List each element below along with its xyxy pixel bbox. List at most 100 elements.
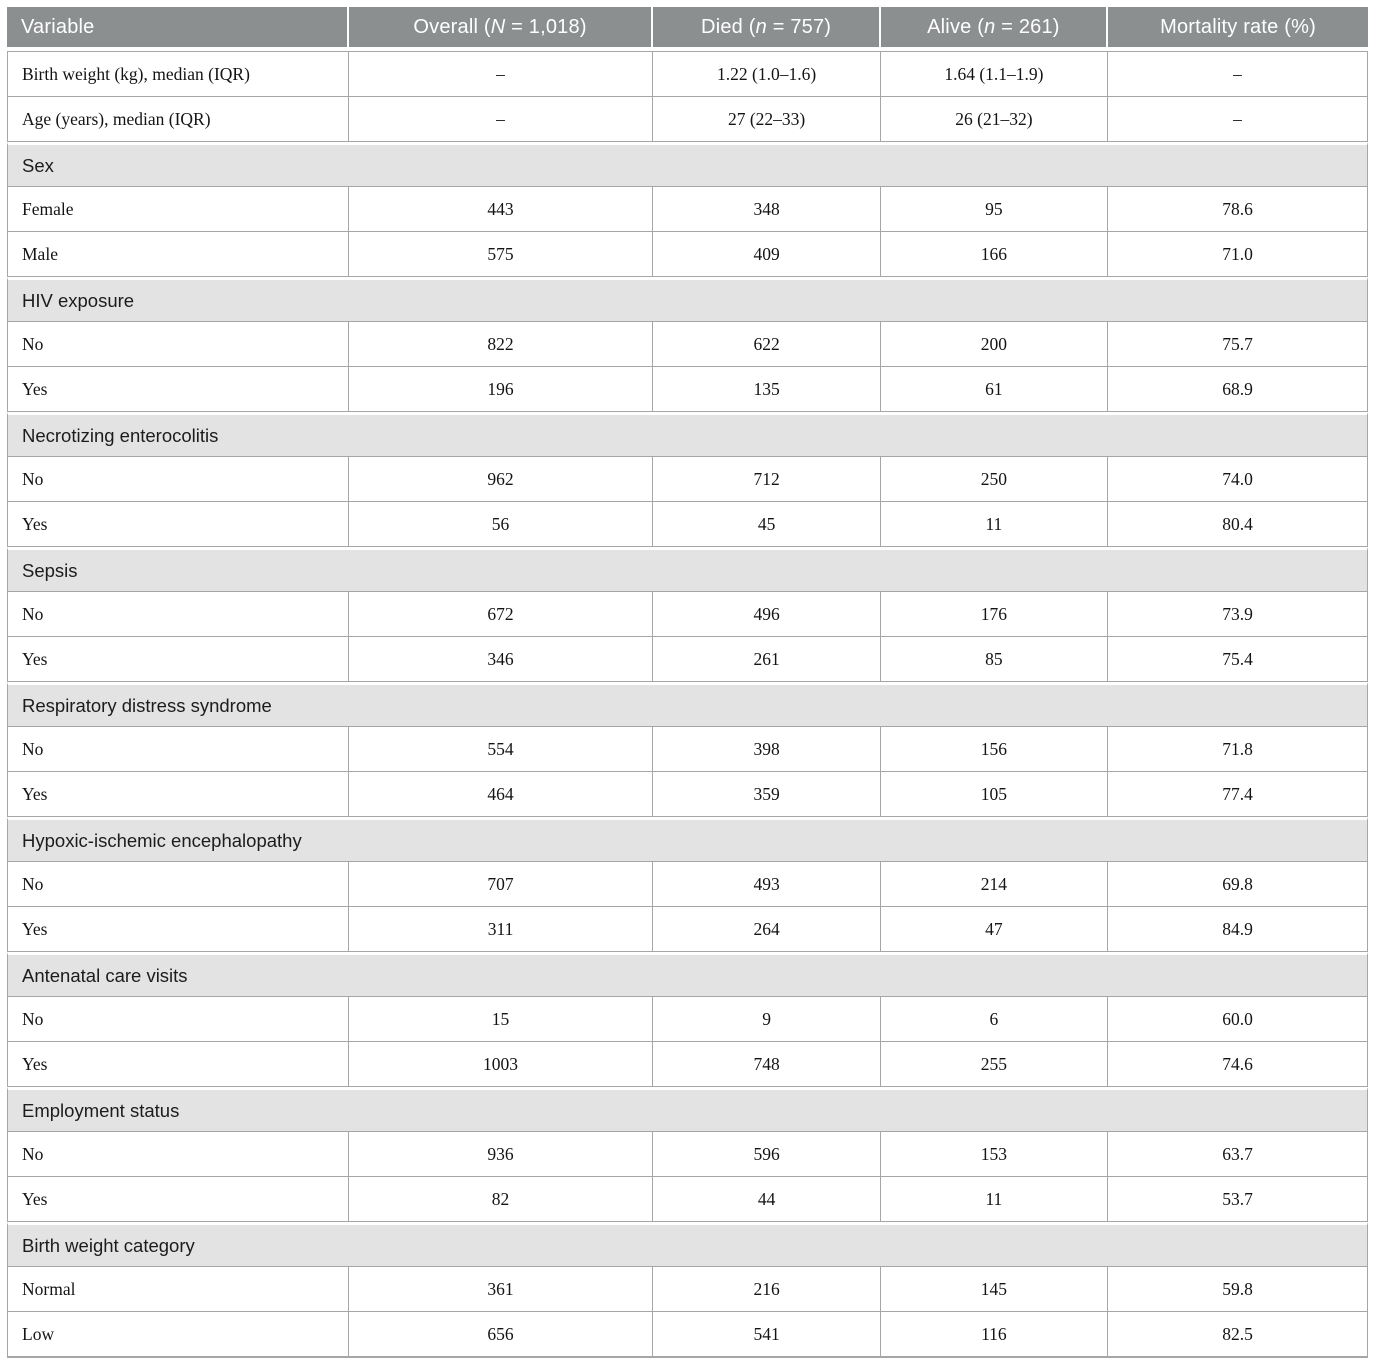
cell-value: 464 xyxy=(348,772,654,817)
cell-value: 82 xyxy=(348,1177,654,1222)
cell-value: – xyxy=(1108,51,1368,97)
cell-value: 145 xyxy=(880,1267,1109,1312)
table-row: Female 443 348 95 78.6 xyxy=(7,187,1368,232)
row-label: No xyxy=(7,322,349,367)
row-label: Low xyxy=(7,1312,349,1358)
cell-value: 261 xyxy=(653,637,881,682)
table-row: No 936 596 153 63.7 xyxy=(7,1132,1368,1177)
table-row: No 962 712 250 74.0 xyxy=(7,457,1368,502)
cell-value: 84.9 xyxy=(1108,907,1368,952)
cell-value: 60.0 xyxy=(1108,997,1368,1042)
table-row: Yes 346 261 85 75.4 xyxy=(7,637,1368,682)
mortality-statistics-table: Variable Overall (N = 1,018) Died (n = 7… xyxy=(7,7,1368,1358)
col-header-died-text: Died ( xyxy=(701,15,756,38)
cell-value: 250 xyxy=(880,457,1109,502)
row-label: Yes xyxy=(7,1042,349,1087)
table-row: No 554 398 156 71.8 xyxy=(7,727,1368,772)
section-row: Sex xyxy=(7,142,1368,187)
row-label: Male xyxy=(7,232,349,277)
cell-value: 493 xyxy=(653,862,881,907)
cell-value: 69.8 xyxy=(1108,862,1368,907)
cell-value: 443 xyxy=(348,187,654,232)
cell-value: 672 xyxy=(348,592,654,637)
cell-value: 63.7 xyxy=(1108,1132,1368,1177)
cell-value: 61 xyxy=(880,367,1109,412)
cell-value: 75.4 xyxy=(1108,637,1368,682)
cell-value: 15 xyxy=(348,997,654,1042)
cell-value: – xyxy=(348,97,654,142)
table-row: No 672 496 176 73.9 xyxy=(7,592,1368,637)
cell-value: 575 xyxy=(348,232,654,277)
table-row: Yes 56 45 11 80.4 xyxy=(7,502,1368,547)
table-row: No 707 493 214 69.8 xyxy=(7,862,1368,907)
cell-value: 346 xyxy=(348,637,654,682)
cell-value: 1.64 (1.1–1.9) xyxy=(880,51,1109,97)
cell-value: 6 xyxy=(880,997,1109,1042)
cell-value: 75.7 xyxy=(1108,322,1368,367)
cell-value: 622 xyxy=(653,322,881,367)
table-row: Yes 82 44 11 53.7 xyxy=(7,1177,1368,1222)
cell-value: 47 xyxy=(880,907,1109,952)
section-row: Hypoxic-ischemic encephalopathy xyxy=(7,817,1368,862)
cell-value: 135 xyxy=(653,367,881,412)
cell-value: 1003 xyxy=(348,1042,654,1087)
cell-value: 73.9 xyxy=(1108,592,1368,637)
section-row: HIV exposure xyxy=(7,277,1368,322)
cell-value: 216 xyxy=(653,1267,881,1312)
row-label: Female xyxy=(7,187,349,232)
cell-value: 962 xyxy=(348,457,654,502)
cell-value: 409 xyxy=(653,232,881,277)
table-row: Yes 311 264 47 84.9 xyxy=(7,907,1368,952)
col-header-alive-text: Alive ( xyxy=(927,15,985,38)
cell-value: 74.6 xyxy=(1108,1042,1368,1087)
cell-value: 255 xyxy=(880,1042,1109,1087)
row-label: Yes xyxy=(7,367,349,412)
section-label: Birth weight category xyxy=(7,1222,1368,1267)
cell-value: 541 xyxy=(653,1312,881,1358)
row-label: No xyxy=(7,862,349,907)
cell-value: 707 xyxy=(348,862,654,907)
cell-value: 656 xyxy=(348,1312,654,1358)
row-label: Yes xyxy=(7,772,349,817)
row-label: Age (years), median (IQR) xyxy=(7,97,349,142)
cell-value: 78.6 xyxy=(1108,187,1368,232)
cell-value: 45 xyxy=(653,502,881,547)
col-header-mortality-rate: Mortality rate (%) xyxy=(1108,7,1368,51)
table-row: Male 575 409 166 71.0 xyxy=(7,232,1368,277)
cell-value: 82.5 xyxy=(1108,1312,1368,1358)
section-row: Necrotizing enterocolitis xyxy=(7,412,1368,457)
cell-value: 77.4 xyxy=(1108,772,1368,817)
cell-value: 554 xyxy=(348,727,654,772)
cell-value: 166 xyxy=(880,232,1109,277)
cell-value: 1.22 (1.0–1.6) xyxy=(653,51,881,97)
section-label: Necrotizing enterocolitis xyxy=(7,412,1368,457)
table-row: Age (years), median (IQR) –27 (22–33) 26 (… xyxy=(7,97,1368,142)
section-label: Sepsis xyxy=(7,547,1368,592)
cell-value: 936 xyxy=(348,1132,654,1177)
col-header-overall: Overall (N = 1,018) xyxy=(348,7,654,51)
row-label: Yes xyxy=(7,1177,349,1222)
cell-value: – xyxy=(348,51,654,97)
section-label: Employment status xyxy=(7,1087,1368,1132)
cell-value: 71.0 xyxy=(1108,232,1368,277)
section-label: Antenatal care visits xyxy=(7,952,1368,997)
cell-value: 712 xyxy=(653,457,881,502)
table-body: Birth weight (kg), median (IQR) –1.22 (1.… xyxy=(7,51,1368,1358)
cell-value: 153 xyxy=(880,1132,1109,1177)
cell-value: 105 xyxy=(880,772,1109,817)
row-label: Yes xyxy=(7,637,349,682)
section-row: Birth weight category xyxy=(7,1222,1368,1267)
col-header-overall-text: Overall ( xyxy=(413,15,491,38)
cell-value: – xyxy=(1108,97,1368,142)
cell-value: 9 xyxy=(653,997,881,1042)
cell-value: 59.8 xyxy=(1108,1267,1368,1312)
cell-value: 80.4 xyxy=(1108,502,1368,547)
row-label: Birth weight (kg), median (IQR) xyxy=(7,51,349,97)
cell-value: 214 xyxy=(880,862,1109,907)
row-label: No xyxy=(7,727,349,772)
cell-value: 822 xyxy=(348,322,654,367)
cell-value: 359 xyxy=(653,772,881,817)
section-row: Sepsis xyxy=(7,547,1368,592)
cell-value: 44 xyxy=(653,1177,881,1222)
